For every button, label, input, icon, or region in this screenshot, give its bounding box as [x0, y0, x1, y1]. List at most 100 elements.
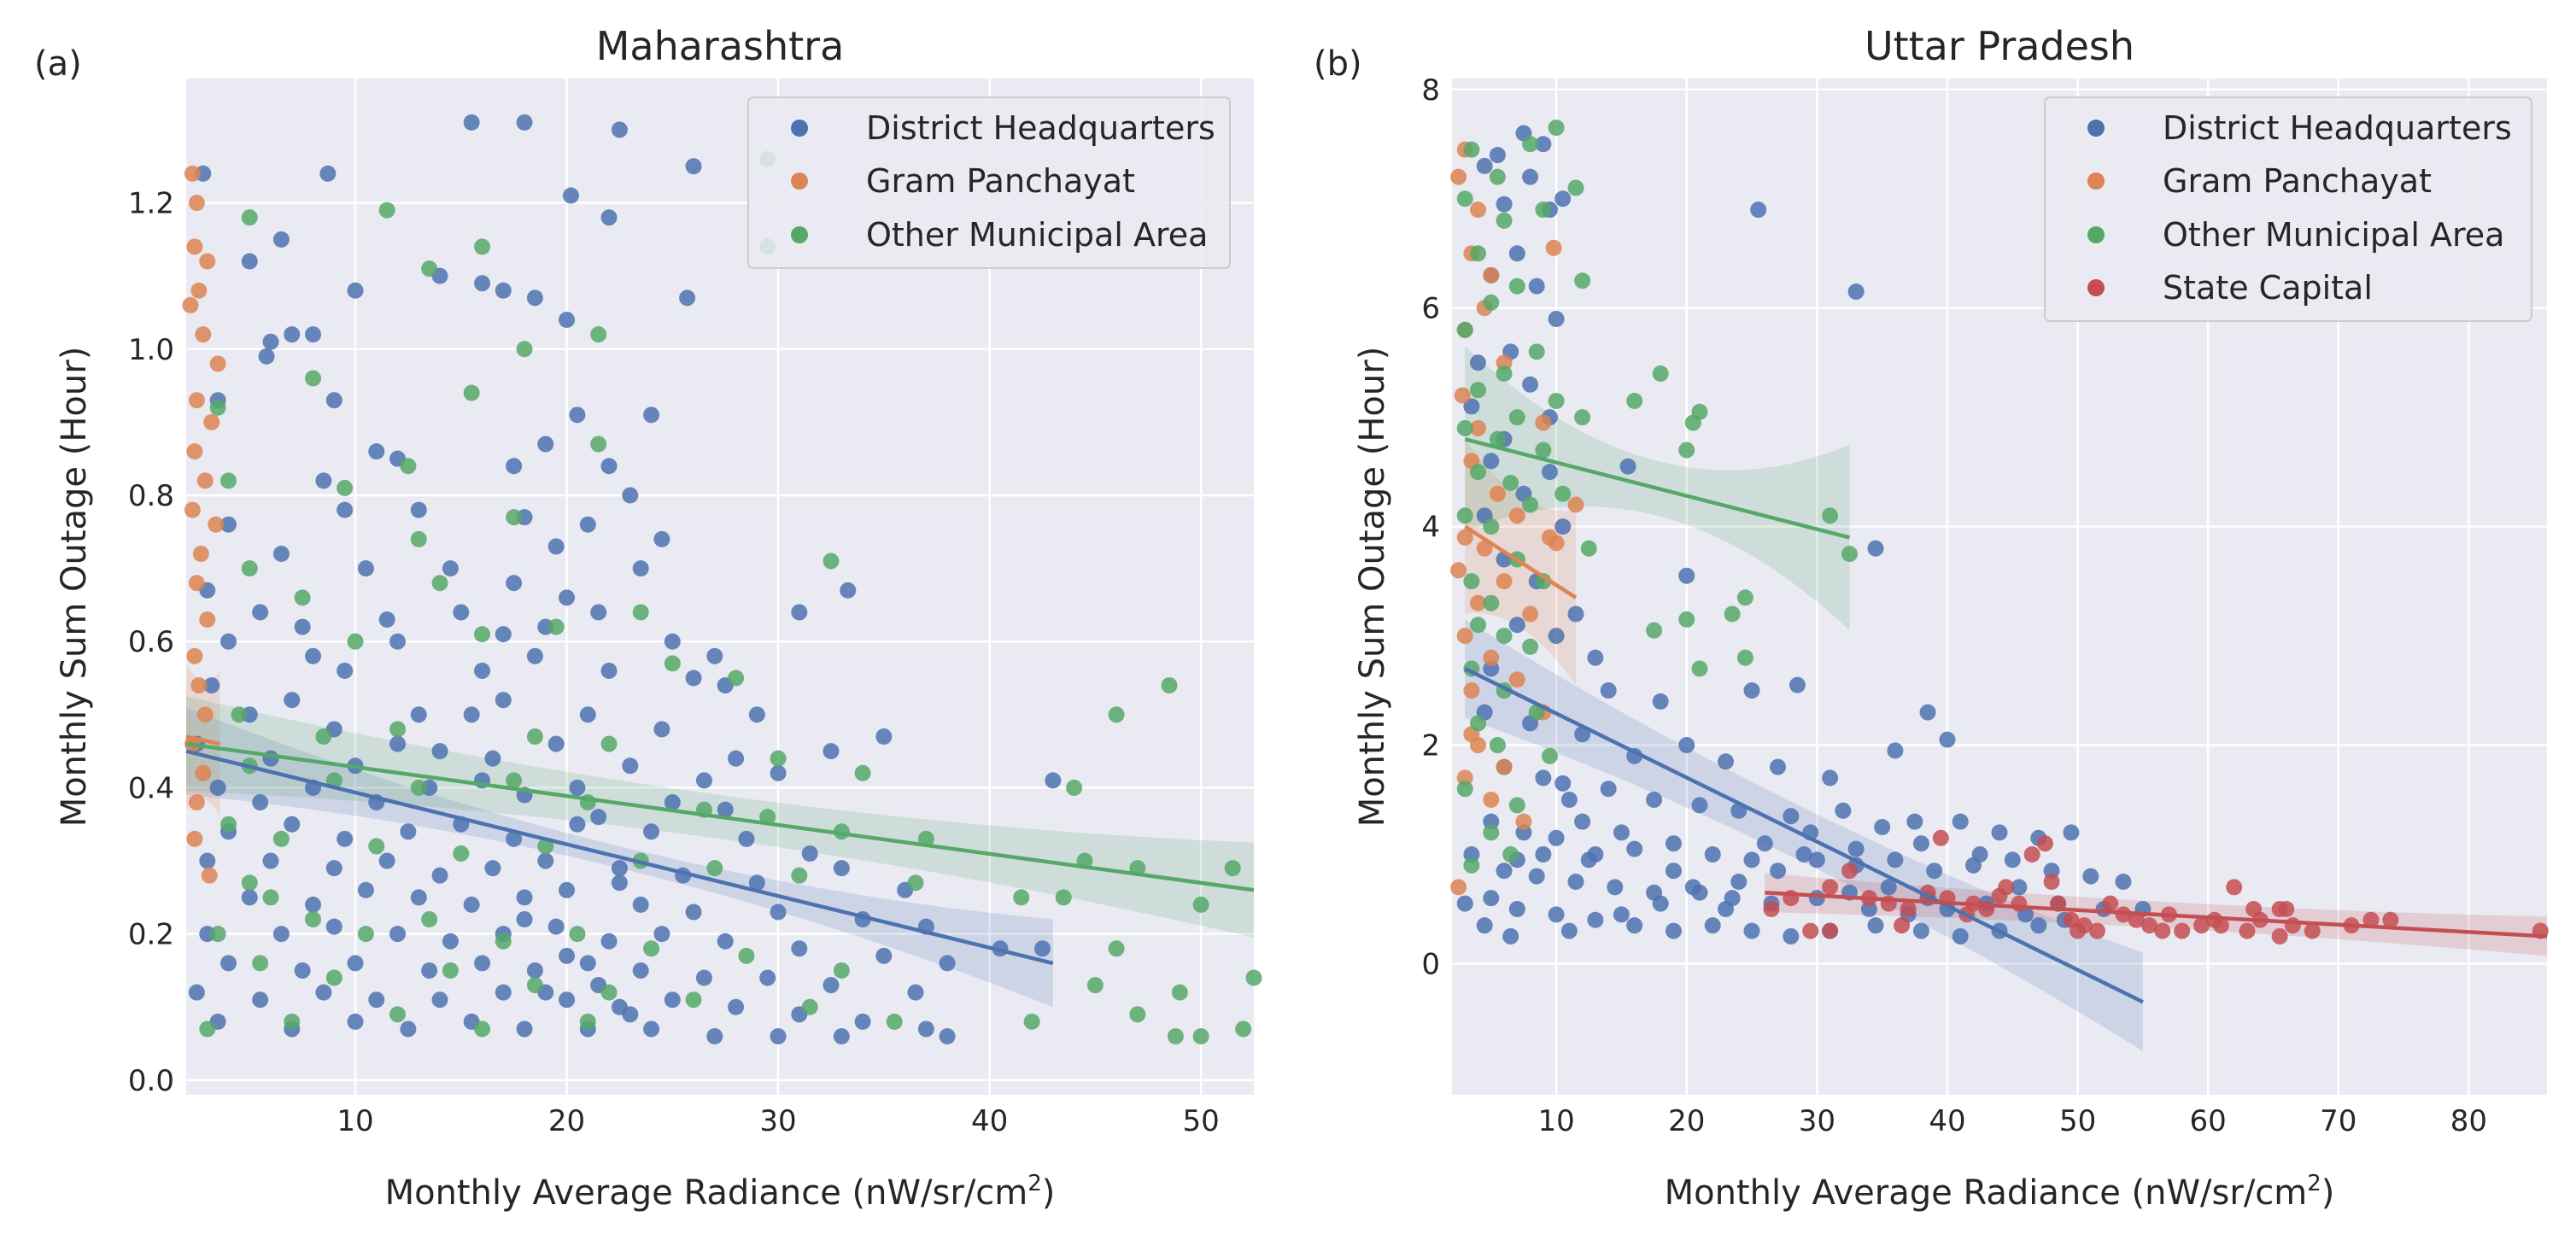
data-point-district-headquarters [1952, 813, 1969, 830]
data-point-district-headquarters [569, 779, 586, 796]
data-point-district-headquarters [840, 582, 857, 599]
x-axis-label-text: Monthly Average Radiance (nW/sr/cm [1665, 1173, 2308, 1213]
data-point-other-municipal-area [347, 633, 364, 650]
legend-marker-gram-panchayat-uttar-pradesh [2087, 173, 2105, 190]
data-point-district-headquarters [833, 860, 850, 877]
data-point-district-headquarters [1952, 927, 1969, 945]
regression-line-gram-panchayat [185, 734, 221, 746]
data-point-other-municipal-area [1502, 845, 1519, 863]
data-point-district-headquarters [1750, 202, 1767, 219]
data-point-district-headquarters [463, 706, 480, 723]
data-point-district-headquarters [653, 530, 670, 547]
data-point-district-headquarters [685, 670, 702, 687]
data-point-district-headquarters [875, 728, 893, 746]
data-point-district-headquarters [410, 706, 427, 723]
data-point-other-municipal-area [1724, 605, 1741, 623]
data-point-other-municipal-area [1822, 507, 1839, 524]
y-tick-label: 8 [1421, 73, 1440, 108]
data-point-other-municipal-area [1456, 419, 1473, 436]
data-point-state-capital [2362, 911, 2380, 928]
data-point-district-headquarters [632, 560, 649, 577]
data-point-gram-panchayat [209, 355, 226, 372]
data-point-district-headquarters [1756, 835, 1773, 852]
data-point-other-municipal-area [325, 969, 342, 986]
data-point-other-municipal-area [1574, 272, 1591, 289]
data-point-other-municipal-area [1224, 860, 1241, 877]
data-point-district-headquarters [484, 750, 501, 767]
data-point-gram-panchayat [1548, 535, 1565, 552]
data-point-district-headquarters [600, 209, 618, 226]
data-point-district-headquarters [241, 889, 258, 906]
x-axis-label-maharashtra: Monthly Average Radiance (nW/sr/cm2) [385, 1171, 1056, 1213]
data-point-district-headquarters [495, 626, 512, 643]
data-point-district-headquarters [315, 984, 332, 1001]
data-point-gram-panchayat [188, 794, 205, 811]
data-point-district-headquarters [1613, 824, 1630, 841]
data-point-gram-panchayat [1496, 573, 1513, 590]
data-point-district-headquarters [1906, 813, 1923, 830]
data-point-gram-panchayat [195, 764, 212, 781]
data-point-district-headquarters [506, 458, 523, 475]
data-point-district-headquarters [516, 911, 533, 928]
data-point-other-municipal-area [1470, 382, 1487, 399]
data-point-district-headquarters [1613, 906, 1630, 923]
data-point-other-municipal-area [1522, 638, 1539, 655]
data-point-other-municipal-area [241, 874, 258, 892]
data-point-state-capital [1822, 879, 1839, 896]
data-point-other-municipal-area [1167, 1028, 1184, 1045]
data-point-district-headquarters [547, 538, 565, 555]
regression-line-gram-panchayat [1464, 524, 1578, 599]
data-point-other-municipal-area [220, 816, 237, 833]
data-point-other-municipal-area [495, 933, 512, 950]
data-point-other-municipal-area [272, 830, 290, 847]
data-point-district-headquarters [717, 801, 734, 818]
data-point-district-headquarters [611, 860, 628, 877]
data-point-district-headquarters [2063, 824, 2080, 841]
data-point-district-headquarters [442, 560, 459, 577]
data-point-district-headquarters [1880, 879, 1897, 896]
data-point-district-headquarters [664, 991, 681, 1009]
data-point-other-municipal-area [337, 479, 354, 496]
data-point-other-municipal-area [1489, 737, 1506, 754]
regression-lines-uttar-pradesh [1464, 437, 2548, 1004]
data-point-gram-panchayat [196, 706, 214, 723]
data-point-district-headquarters [526, 962, 543, 979]
regression-line-state-capital [1765, 891, 2548, 939]
regression-line-other-municipal-area [185, 741, 1255, 892]
data-point-state-capital [2278, 900, 2295, 917]
data-point-district-headquarters [1548, 906, 1565, 923]
data-point-gram-panchayat [1450, 879, 1467, 896]
data-point-other-municipal-area [294, 589, 311, 606]
data-point-district-headquarters [1600, 781, 1617, 798]
data-point-district-headquarters [319, 165, 337, 182]
data-point-district-headquarters [854, 1013, 871, 1030]
x-tick-label: 80 [2450, 1104, 2487, 1138]
data-point-district-headquarters [272, 545, 290, 562]
data-point-gram-panchayat [1483, 792, 1500, 809]
data-point-other-municipal-area [1508, 278, 1525, 295]
data-point-other-municipal-area [1161, 677, 1178, 694]
data-point-district-headquarters [1795, 845, 1812, 863]
data-point-other-municipal-area [632, 604, 649, 621]
data-point-district-headquarters [559, 947, 576, 964]
data-point-district-headquarters [1652, 693, 1669, 710]
data-point-district-headquarters [357, 881, 374, 898]
data-point-district-headquarters [1808, 890, 1825, 907]
data-point-state-capital [2141, 917, 2158, 934]
data-point-district-headquarters [368, 443, 385, 460]
legend-marker-gram-panchayat-maharashtra [791, 173, 808, 190]
data-point-district-headquarters [939, 1028, 956, 1045]
data-point-gram-panchayat [1535, 414, 1552, 431]
data-point-district-headquarters [653, 721, 670, 738]
x-tick-label: 30 [759, 1104, 796, 1138]
data-point-other-municipal-area [305, 370, 322, 387]
panel-maharashtra: 10 20 30 40 50 0.0 0.2 0.4 0.6 0.8 1.0 1.2 Maharash… [55, 23, 1262, 1213]
data-point-district-headquarters [600, 933, 618, 950]
data-point-district-headquarters [759, 969, 776, 986]
data-point-gram-panchayat [1470, 594, 1487, 611]
data-point-district-headquarters [2030, 917, 2047, 934]
legend-marker-district-hq-uttar-pradesh [2087, 120, 2105, 137]
data-point-district-headquarters [337, 830, 354, 847]
chart-title-uttar-pradesh: Uttar Pradesh [1865, 23, 2134, 69]
x-axis-label-close: ) [1042, 1173, 1056, 1213]
